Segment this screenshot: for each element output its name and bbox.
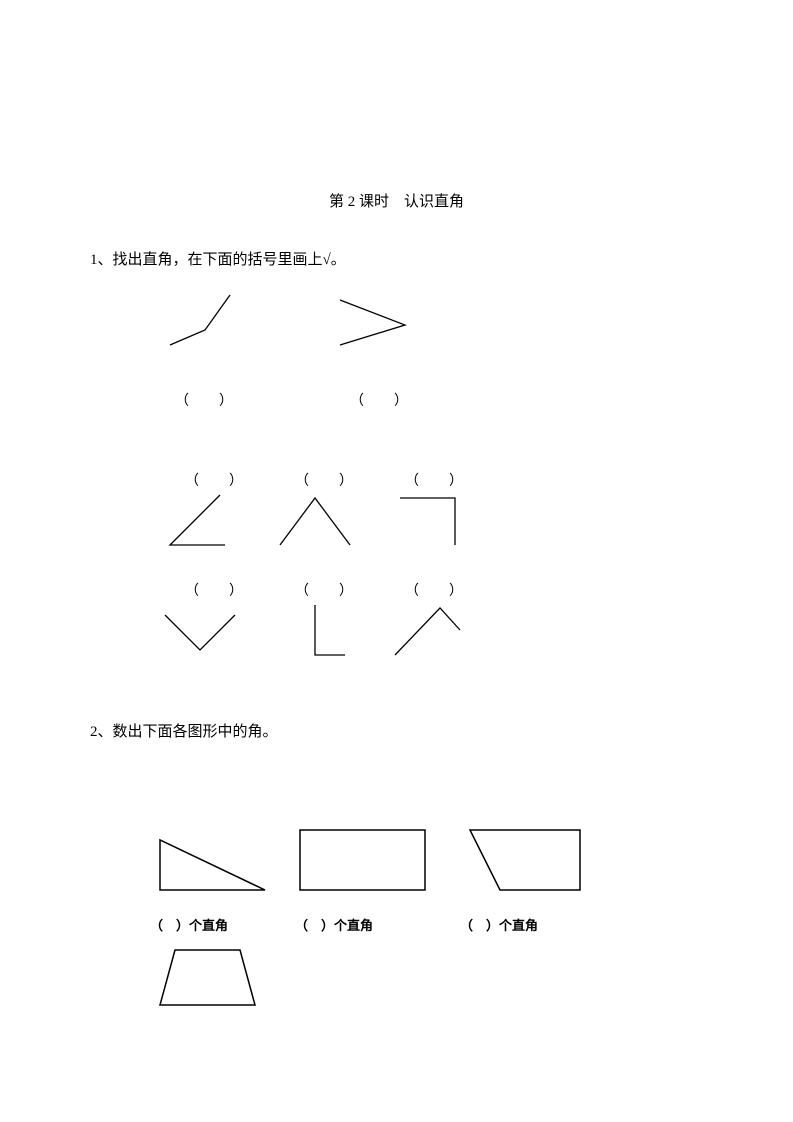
shape-right-triangle — [150, 830, 280, 900]
paren-q1-c3[interactable]: （ ） — [405, 580, 471, 600]
question-1-text: 1、找出直角，在下面的括号里画上√。 — [90, 248, 346, 269]
paren-q1-b2[interactable]: （ ） — [295, 470, 361, 490]
shape-rectangle — [300, 825, 430, 895]
paren-q1-a1[interactable]: （ ） — [175, 390, 241, 410]
caption-rectangle[interactable]: （ ）个直角 — [295, 915, 373, 934]
paren-q1-c1[interactable]: （ ） — [185, 580, 251, 600]
page-title: 第 2 课时 认识直角 — [0, 190, 793, 211]
angle-right-topright — [395, 490, 475, 550]
caption-triangle[interactable]: （ ）个直角 — [150, 915, 228, 934]
worksheet-page: 第 2 课时 认识直角 1、找出直角，在下面的括号里画上√。 （ ） （ ） （… — [0, 0, 793, 1122]
paren-q1-c2[interactable]: （ ） — [295, 580, 361, 600]
shape-trapezoid — [155, 945, 265, 1015]
angle-peak-down — [275, 490, 355, 550]
question-2-text: 2、数出下面各图形中的角。 — [90, 720, 278, 741]
paren-q1-b3[interactable]: （ ） — [405, 470, 471, 490]
paren-q1-b1[interactable]: （ ） — [185, 470, 251, 490]
angle-vee-up — [160, 605, 240, 660]
angle-caret-down — [385, 600, 465, 660]
angle-obtuse-open-up — [160, 290, 250, 350]
shape-quad-right-skew — [460, 825, 590, 900]
paren-q1-a2[interactable]: （ ） — [350, 390, 416, 410]
angle-right-bottomleft — [275, 600, 355, 660]
angle-acute-open-left — [330, 290, 420, 350]
angle-zig-acute — [160, 490, 240, 550]
caption-quad[interactable]: （ ）个直角 — [460, 915, 538, 934]
